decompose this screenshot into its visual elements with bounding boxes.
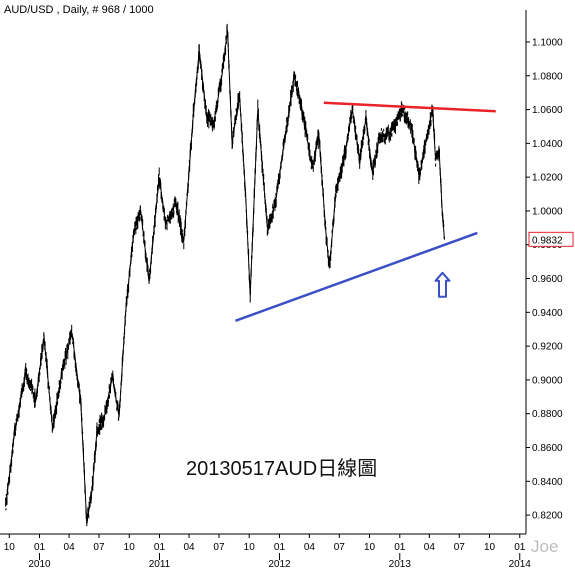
y-tick-label: 0.8800 bbox=[532, 409, 563, 420]
x-tick-label: 01 bbox=[274, 542, 286, 553]
x-tick-label: 01 bbox=[34, 542, 46, 553]
y-tick-label: 1.0000 bbox=[532, 206, 563, 217]
x-tick-label: 04 bbox=[424, 542, 436, 553]
x-tick-label: 04 bbox=[64, 542, 76, 553]
x-tick-label: 07 bbox=[454, 542, 466, 553]
x-tick-label: 01 bbox=[154, 542, 166, 553]
x-year-label: 2012 bbox=[268, 559, 291, 570]
x-tick-label: 04 bbox=[184, 542, 196, 553]
y-tick-label: 0.9400 bbox=[532, 308, 563, 319]
x-year-label: 2014 bbox=[509, 559, 532, 570]
chart-title: AUD/USD , Daily, # 968 / 1000 bbox=[4, 4, 154, 16]
resistance-trendline bbox=[323, 101, 496, 113]
chart-annotation: 20130517AUD日線圖 bbox=[186, 457, 377, 480]
watermark-text: Joe bbox=[531, 537, 558, 556]
y-tick-label: 0.8200 bbox=[532, 511, 563, 522]
x-tick-label: 10 bbox=[484, 542, 496, 553]
y-tick-label: 0.9000 bbox=[532, 375, 563, 386]
y-tick-label: 1.0800 bbox=[532, 71, 563, 82]
x-tick-label: 10 bbox=[244, 542, 256, 553]
plot-area bbox=[5, 23, 496, 527]
x-tick-label: 10 bbox=[124, 542, 136, 553]
x-tick-label: 07 bbox=[213, 542, 225, 553]
y-tick-label: 0.8400 bbox=[532, 477, 563, 488]
x-tick-label: 04 bbox=[304, 542, 316, 553]
x-tick-label: 07 bbox=[334, 542, 346, 553]
y-tick-label: 1.1000 bbox=[532, 37, 563, 48]
x-year-label: 2013 bbox=[389, 559, 412, 570]
y-tick-label: 1.0600 bbox=[532, 105, 563, 116]
y-tick-label: 1.0200 bbox=[532, 173, 563, 184]
price-series bbox=[5, 23, 445, 527]
y-tick-label: 1.0400 bbox=[532, 139, 563, 150]
x-tick-label: 10 bbox=[364, 542, 376, 553]
up-arrow-icon bbox=[434, 271, 451, 298]
y-tick-label: 0.9200 bbox=[532, 342, 563, 353]
x-tick-label: 07 bbox=[93, 542, 105, 553]
x-year-label: 2010 bbox=[28, 559, 51, 570]
current-price-label: 0.9832 bbox=[532, 235, 563, 246]
x-tick-label: 01 bbox=[394, 542, 406, 553]
y-tick-label: 0.9600 bbox=[532, 274, 563, 285]
current-price-tag bbox=[528, 231, 574, 247]
support-trendline bbox=[234, 231, 478, 322]
x-tick-label: 10 bbox=[4, 542, 16, 553]
x-year-label: 2011 bbox=[149, 559, 171, 570]
axes: 1.1000 1.0800 1.0600 1.0400 1.0200 1.0000 0.98… bbox=[0, 10, 574, 570]
y-tick-label: 0.8600 bbox=[532, 443, 563, 454]
price-line bbox=[5, 30, 445, 524]
x-tick-label: 01 bbox=[514, 542, 526, 553]
